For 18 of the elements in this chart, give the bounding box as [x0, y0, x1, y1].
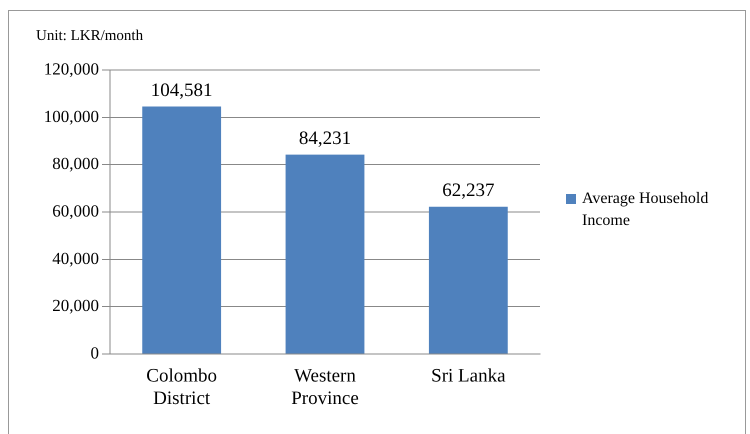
y-tick-label: 20,000 [52, 296, 99, 316]
bar [428, 206, 508, 354]
y-tick-label: 80,000 [52, 154, 99, 174]
y-tick-label: 100,000 [44, 106, 99, 126]
bar [142, 106, 222, 354]
data-label: 104,581 [150, 80, 213, 101]
data-label: 84,231 [298, 128, 352, 150]
y-tick-label: 120,000 [44, 59, 99, 78]
x-tick-label: Sri Lanka [431, 365, 506, 386]
data-label: 62,237 [442, 180, 494, 202]
y-tick-label: 60,000 [52, 201, 99, 220]
bar [286, 154, 364, 354]
x-tick-label: Western Province [291, 365, 359, 410]
x-tick-label: Colombo District [146, 365, 218, 410]
text: Unit: LKR/month [36, 28, 144, 45]
legend-label: Average Household Income [582, 189, 710, 231]
y-tick-label: 0 [90, 343, 99, 362]
y-tick-label: 40,000 [52, 248, 99, 268]
